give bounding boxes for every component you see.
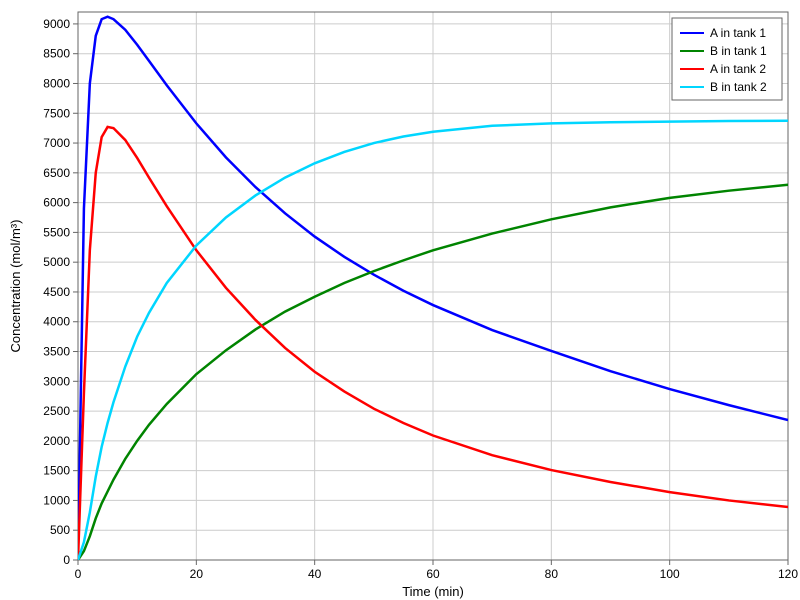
legend-label: B in tank 1 bbox=[710, 44, 767, 58]
legend-label: A in tank 2 bbox=[710, 62, 766, 76]
y-tick-label: 3000 bbox=[43, 374, 70, 388]
y-tick-label: 8000 bbox=[43, 76, 70, 90]
y-tick-label: 3500 bbox=[43, 345, 70, 359]
y-tick-label: 6500 bbox=[43, 166, 70, 180]
y-tick-label: 6000 bbox=[43, 196, 70, 210]
y-tick-label: 4500 bbox=[43, 285, 70, 299]
chart-container: 0 20 40 60 80 100 120 0 500 1000 1500 2000 2500 3000 3… bbox=[0, 0, 800, 600]
concentration-chart: 0 20 40 60 80 100 120 0 500 1000 1500 2000 2500 3000 3… bbox=[0, 0, 800, 600]
y-tick-label: 1000 bbox=[43, 493, 70, 507]
x-tick-label: 40 bbox=[308, 567, 322, 581]
x-tick-label: 120 bbox=[778, 567, 798, 581]
legend-label: A in tank 1 bbox=[710, 26, 766, 40]
x-tick-label: 60 bbox=[426, 567, 440, 581]
y-tick-label: 2000 bbox=[43, 434, 70, 448]
y-tick-label: 9000 bbox=[43, 17, 70, 31]
x-tick-label: 100 bbox=[660, 567, 680, 581]
y-tick-label: 7000 bbox=[43, 136, 70, 150]
y-tick-label: 4000 bbox=[43, 315, 70, 329]
x-axis-label: Time (min) bbox=[402, 584, 464, 599]
x-tick-label: 0 bbox=[75, 567, 82, 581]
y-tick-label: 7500 bbox=[43, 106, 70, 120]
y-tick-label: 0 bbox=[63, 553, 70, 567]
y-tick-label: 2500 bbox=[43, 404, 70, 418]
y-tick-label: 5000 bbox=[43, 255, 70, 269]
y-tick-label: 500 bbox=[50, 523, 70, 537]
x-tick-label: 20 bbox=[190, 567, 204, 581]
y-tick-label: 1500 bbox=[43, 464, 70, 478]
y-tick-label: 5500 bbox=[43, 225, 70, 239]
x-tick-label: 80 bbox=[545, 567, 559, 581]
y-axis-label: Concentration (mol/m³) bbox=[8, 220, 23, 353]
y-tick-label: 8500 bbox=[43, 47, 70, 61]
legend-label: B in tank 2 bbox=[710, 80, 767, 94]
